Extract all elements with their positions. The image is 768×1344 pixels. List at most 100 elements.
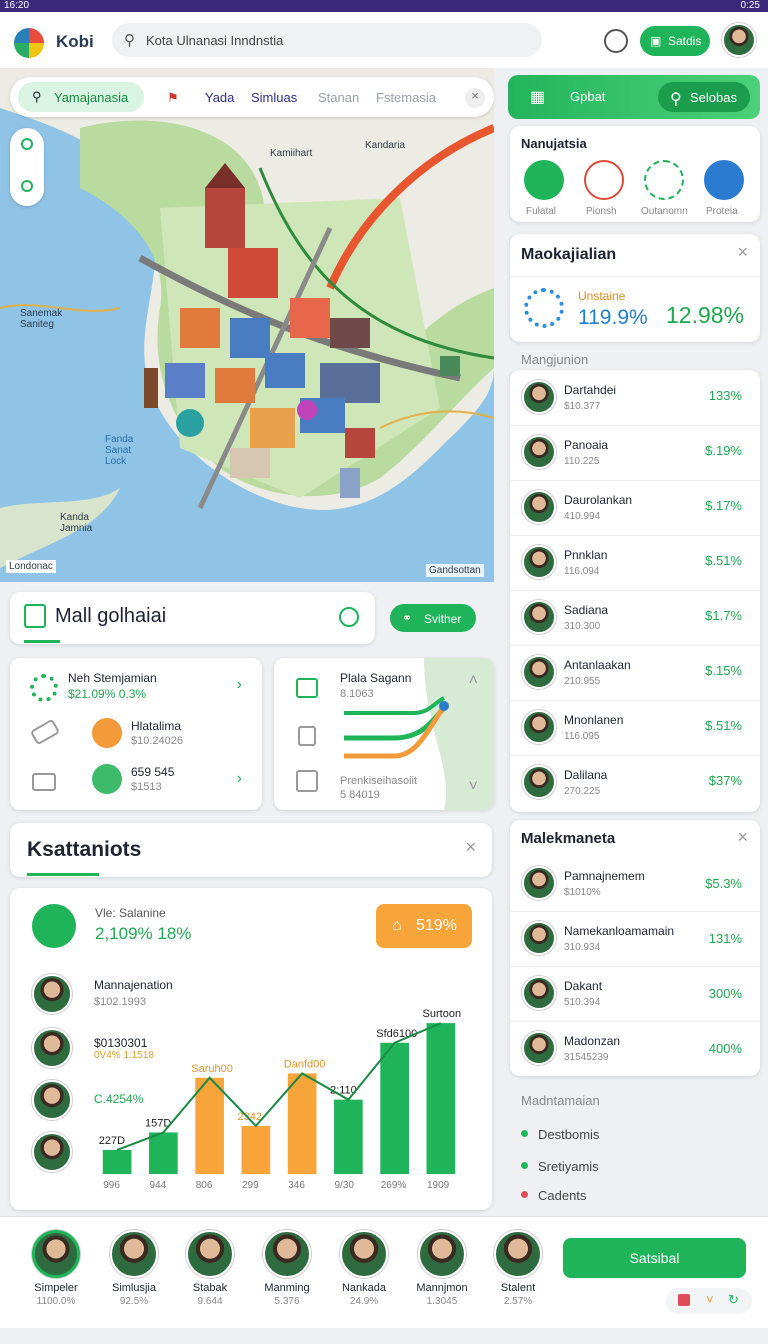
svither-button[interactable]: ⚭ Svither [390, 604, 476, 632]
list-item-value: $.19% [705, 443, 742, 458]
list-item-name: Sadiana [564, 603, 609, 617]
list-item-sub: 116.095 [564, 731, 600, 742]
header-action-label: Satdis [668, 34, 702, 48]
row2-value: $10.24026 [131, 735, 183, 747]
tab-stanan[interactable]: Stanan [318, 90, 360, 105]
zoom-control[interactable] [10, 128, 44, 206]
map-label-kandaria: Kandaria [365, 140, 406, 151]
avatar[interactable] [418, 1230, 466, 1278]
list-item[interactable]: Madonzan 31545239 400% [510, 1021, 760, 1077]
map-label-bottom-left: Londonac [6, 560, 56, 573]
selobas-button[interactable]: ⚲ Selobas [658, 82, 750, 112]
tab-simluas[interactable]: Simluas [251, 90, 298, 105]
close-icon[interactable]: × [465, 88, 485, 108]
bottom-person-name: Manming [264, 1282, 310, 1294]
legend-dot [521, 1130, 528, 1137]
list-item-sub: 310.300 [564, 621, 601, 632]
chevron-down-icon[interactable]: ˅ [706, 1292, 714, 1307]
section-title: Ksattaniots [27, 838, 142, 861]
close-icon[interactable]: × [465, 837, 476, 857]
row3-title: 659 545 [131, 765, 175, 779]
app-logo-icon[interactable] [14, 28, 44, 58]
avatar[interactable] [263, 1230, 311, 1278]
list-item-name: Pamnajnemem [564, 869, 645, 883]
search-input[interactable]: ⚲ Kota Ulnanasi Inndnstia [112, 23, 542, 57]
list-item[interactable]: Daurolankan 410.994 $.17% [510, 480, 760, 536]
card-icon [32, 773, 56, 791]
categories-title: Nanujatsia [521, 136, 587, 151]
avatar[interactable] [340, 1230, 388, 1278]
check-icon[interactable] [339, 607, 359, 627]
map-canvas [0, 68, 494, 582]
locate-icon[interactable] [604, 29, 628, 53]
mini-toolbar: ˅ ↻ [666, 1288, 752, 1314]
satsibal-button[interactable]: Satsibal [563, 1238, 746, 1278]
list-item-name: Daurolankan [564, 493, 633, 507]
chevron-up-icon[interactable]: ˄ [468, 672, 478, 689]
selobas-label: Selobas [690, 90, 737, 105]
avatar [32, 1132, 72, 1172]
zoom-out-icon[interactable] [21, 180, 33, 192]
map-label-bottom-right: Gandsottan [426, 564, 484, 577]
list-item-value: $.51% [705, 553, 742, 568]
app-name: Kobi [56, 32, 94, 51]
list-item-value: $.15% [705, 663, 742, 678]
list-item-name: Dalilana [564, 768, 608, 782]
route-panel: Plala Sagann 8.1063 ˄ Prenkiseihasoiit 5… [274, 658, 494, 810]
refresh-icon[interactable]: ↻ [728, 1292, 739, 1307]
mall-card: Mall golhaiai [10, 592, 375, 644]
chevron-right-icon[interactable]: › [236, 676, 242, 693]
grid-icon[interactable] [524, 160, 564, 200]
list-item-value: $.51% [705, 718, 742, 733]
wave-icon[interactable] [704, 160, 744, 200]
trend-line [116, 1022, 442, 1151]
list-item-name: Dartahdei [564, 383, 617, 397]
chevron-down-icon[interactable]: ˅ [468, 778, 478, 795]
zoom-in-icon[interactable] [21, 138, 33, 150]
right-top-bar: ▦ Gpbat ⚲ Selobas [508, 75, 760, 119]
tree-icon[interactable] [644, 160, 684, 200]
gear-icon [30, 674, 58, 702]
avatar[interactable] [32, 1230, 80, 1278]
list-item[interactable]: Pnnklan 116.094 $.51% [510, 535, 760, 591]
close-icon[interactable]: × [737, 242, 748, 262]
bar-chart: 227D 157D Saruh00 2342 Danfd00 2:110 Sfd6100 Su… [94, 988, 464, 1174]
flag-icon[interactable] [678, 1294, 690, 1306]
list-item-name: Namekanloamamain [564, 924, 675, 938]
list-item-sub: 31545239 [564, 1052, 609, 1063]
list-item[interactable]: Namekanloamamain 310.934 131% [510, 911, 760, 967]
bell-icon[interactable] [584, 160, 624, 200]
avatar [32, 1080, 72, 1120]
tab-fstemasia[interactable]: Fstemasia [376, 90, 436, 105]
list-item-name: Antanlaakan [564, 658, 631, 672]
city-map[interactable]: Kamiihart Kandaria Sanemak Saniteg Fanda… [0, 68, 494, 582]
close-icon[interactable]: × [737, 827, 748, 847]
tab-gpbat[interactable]: Gpbat [570, 89, 606, 104]
header-action-button[interactable]: ▣ Satdis [640, 26, 710, 56]
list-item[interactable]: Antanlaakan 210.955 $.15% [510, 645, 760, 701]
camera-icon [296, 678, 318, 698]
list-item[interactable]: Dartahdei $10.377 133% [510, 370, 760, 426]
user-avatar[interactable] [722, 23, 756, 57]
list-item[interactable]: Sadiana 310.300 $1.7% [510, 590, 760, 646]
avatar[interactable] [494, 1230, 542, 1278]
category-label: Pionsh [586, 206, 617, 217]
bottom-person-name: Nankada [341, 1282, 387, 1294]
chevron-right-icon[interactable]: › [236, 770, 242, 787]
avatar [522, 976, 556, 1010]
avatar[interactable] [186, 1230, 234, 1278]
list-item[interactable]: Pamnajnemem $1010% $5.3% [510, 856, 760, 912]
percent-badge: ⌂ 519% [376, 904, 472, 948]
list-item[interactable]: Mnonlanen 116.095 $.51% [510, 700, 760, 756]
chart-bar [149, 1132, 178, 1174]
list-item[interactable]: Dakant 510.394 300% [510, 966, 760, 1022]
bar-data-label: Saruh00 [191, 1063, 233, 1075]
tab-yada[interactable]: Yada [205, 90, 235, 105]
list-item[interactable]: Panoaia 110.225 $.19% [510, 425, 760, 481]
chart-person-name: C.4254% [94, 1092, 144, 1106]
avatar[interactable] [110, 1230, 158, 1278]
list-item[interactable]: Dalilana 270.225 $37% [510, 755, 760, 811]
chart-bar [426, 1023, 456, 1174]
map-label-kanda: Kanda Jamnia [60, 512, 93, 534]
tab-yamajanasia[interactable]: ⚲ Yamajanasia [18, 82, 144, 112]
